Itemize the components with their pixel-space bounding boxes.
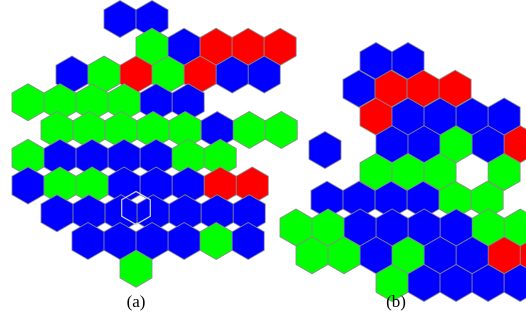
hex-cell-red — [438, 69, 472, 108]
hex-cell-green — [11, 83, 45, 122]
panel-a-grid — [11, 0, 298, 288]
hex-cell-blue — [171, 83, 205, 122]
hex-cell-blue — [308, 131, 342, 169]
hex-cell-green — [119, 249, 153, 288]
hex-cell-blue — [231, 222, 265, 260]
hex-cell-blue — [135, 0, 169, 38]
hex-cell-green — [203, 138, 237, 177]
hex-cell-blue — [103, 0, 137, 38]
hex-cell-green — [423, 153, 457, 191]
hex-cell-green — [487, 153, 521, 191]
hex-cell-blue — [11, 166, 45, 205]
hex-cell-green — [264, 111, 298, 149]
hex-cell-blue — [232, 194, 266, 233]
hex-cell-blue — [167, 222, 201, 260]
hex-cell-blue — [71, 222, 105, 260]
hex-cell-red — [235, 166, 269, 205]
hex-cell-green — [232, 111, 266, 149]
caption-a: (a) — [126, 292, 146, 311]
highlighted-hex-outline — [121, 190, 151, 226]
hex-cell-blue — [40, 194, 74, 233]
hex-cell-blue — [247, 55, 281, 94]
hex-cell-green — [470, 180, 504, 219]
caption-b: (b) — [386, 292, 406, 311]
hex-cell-blue — [391, 42, 425, 80]
panel-b-grid — [279, 42, 526, 302]
hex-cell-green — [199, 222, 233, 260]
hex-cell-blue — [503, 264, 526, 302]
